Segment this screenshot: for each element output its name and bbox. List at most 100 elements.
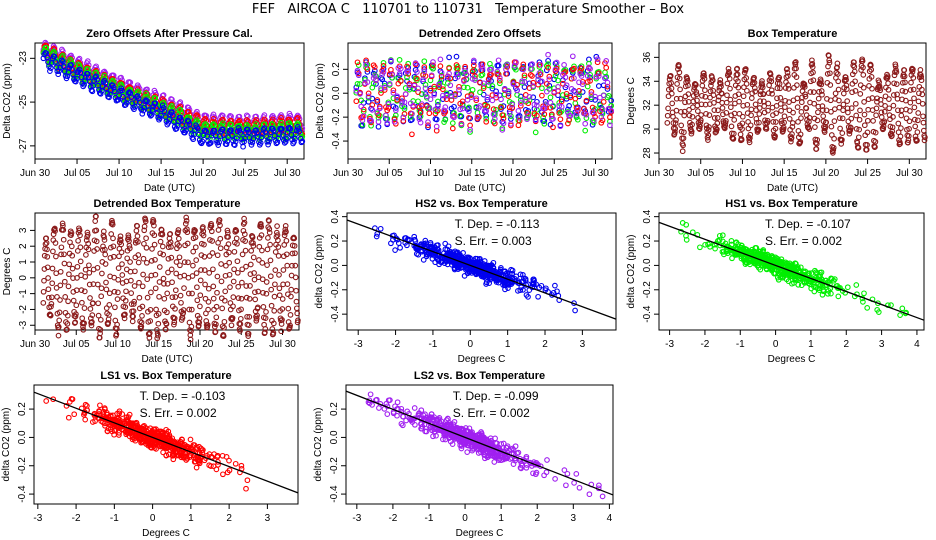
data-point-box <box>889 128 896 135</box>
data-point-box <box>139 283 146 290</box>
data-point-box <box>94 281 101 288</box>
data-point-ls1 <box>490 106 497 112</box>
data-point-box <box>97 330 103 337</box>
data-point-box <box>165 255 172 262</box>
data-point-box <box>171 321 177 328</box>
data-point-box <box>810 77 817 84</box>
data-point-box <box>802 91 808 98</box>
data-point-box <box>899 87 906 94</box>
data-point-box <box>228 322 235 329</box>
data-point-hs1 <box>51 49 58 56</box>
data-point-ls2 <box>545 51 551 58</box>
data-point-box <box>861 122 868 129</box>
data-point-ls1 <box>604 83 611 90</box>
x-axis-label: Degrees C <box>768 354 816 365</box>
data-point-box <box>910 66 916 73</box>
data-point-ls2 <box>567 112 574 119</box>
data-point-box <box>97 326 104 333</box>
data-point-box <box>278 328 285 335</box>
data-point-box <box>197 303 203 310</box>
data-point-ls2 <box>376 105 383 112</box>
data-point-box <box>160 251 167 258</box>
data-point-hs1 <box>545 61 551 67</box>
data-point-hs2 <box>59 57 65 64</box>
annotation-serr: S. Err. = 0.003 <box>455 234 532 248</box>
data-point-box <box>840 107 846 114</box>
data-point-ls1 <box>119 411 126 417</box>
data-point-hs2 <box>140 107 147 114</box>
data-point-hs2 <box>76 66 83 73</box>
data-point-box <box>68 243 75 250</box>
data-point-hs2 <box>55 71 62 78</box>
data-point-box <box>259 276 266 283</box>
data-point-box <box>785 73 791 79</box>
x-tick-label: Jul 15 <box>771 168 798 179</box>
data-point-ls1 <box>521 72 528 79</box>
data-point-box <box>55 332 62 339</box>
data-point-hs1 <box>467 129 473 135</box>
data-point-hs1 <box>469 87 476 93</box>
data-point-box <box>773 110 780 117</box>
data-point-hs1 <box>702 241 708 248</box>
annotation-tdep: T. Dep. = -0.107 <box>765 217 851 231</box>
data-point-box <box>59 220 66 227</box>
data-point-hs2 <box>139 110 146 117</box>
data-point-hs2 <box>286 124 293 131</box>
data-point-box <box>785 82 792 88</box>
data-point-ls1 <box>489 92 496 98</box>
data-point-hs1 <box>590 119 597 126</box>
data-point-box <box>138 323 145 330</box>
data-point-box <box>846 130 853 137</box>
x-axis-label: Date (UTC) <box>454 183 505 194</box>
x-tick-label: 0 <box>150 513 156 524</box>
data-point-box <box>140 271 146 278</box>
data-point-box <box>84 232 91 238</box>
data-point-box <box>839 115 846 122</box>
data-point-box <box>860 72 867 78</box>
data-point-hs1 <box>822 277 829 284</box>
x-axis-label: Degrees C <box>142 528 190 539</box>
data-point-hs2 <box>56 68 62 74</box>
x-tick-label: 4 <box>914 339 920 350</box>
data-point-box <box>710 92 717 98</box>
data-point-box <box>189 273 196 279</box>
data-point-box <box>819 103 826 109</box>
data-point-box <box>744 101 751 108</box>
data-point-box <box>672 125 679 132</box>
data-point-box <box>266 218 272 224</box>
data-point-box <box>873 105 880 112</box>
data-point-hs2 <box>427 241 434 248</box>
data-point-box <box>770 119 777 125</box>
data-point-box <box>709 74 715 81</box>
data-point-box <box>223 262 229 269</box>
data-point-box <box>183 217 190 224</box>
data-point-box <box>694 108 701 114</box>
data-point-box <box>252 289 258 296</box>
data-point-hs2 <box>453 53 460 60</box>
data-point-box <box>807 89 814 95</box>
data-point-box <box>247 271 254 277</box>
data-point-box <box>273 229 280 236</box>
data-point-box <box>727 104 734 111</box>
data-point-box <box>217 245 224 252</box>
x-tick-label: 1 <box>505 339 511 350</box>
data-point-box <box>144 276 151 283</box>
data-point-ls2 <box>411 82 418 89</box>
data-point-hs2 <box>447 89 454 96</box>
data-point-box <box>765 100 772 107</box>
data-point-hs1 <box>899 305 906 312</box>
data-point-hs1 <box>716 237 723 243</box>
data-point-hs2 <box>436 261 442 268</box>
data-point-box <box>907 99 914 106</box>
data-point-ls2 <box>522 97 529 103</box>
data-point-ls2 <box>414 69 420 75</box>
data-point-hs1 <box>798 282 805 289</box>
data-point-box <box>292 274 299 281</box>
data-point-ls2 <box>499 127 506 133</box>
data-point-box <box>855 134 862 141</box>
data-point-hs1 <box>562 66 569 73</box>
x-tick-label: Jun 30 <box>333 168 363 179</box>
data-point-box <box>893 69 900 75</box>
data-point-box <box>247 261 254 268</box>
data-point-ls2 <box>369 107 376 113</box>
